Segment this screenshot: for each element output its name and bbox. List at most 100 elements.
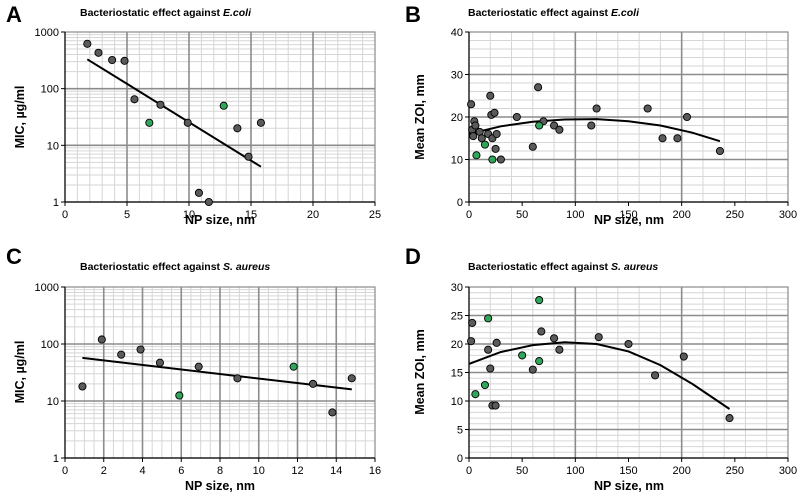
panel-c-y-axis-label: MIC, µg/ml (13, 341, 27, 404)
panel-c-green-data-point (289, 362, 298, 371)
panel-d-y-tick-label: 20 (451, 339, 463, 351)
panel-b-gray-data-point (471, 121, 480, 130)
panel-d-y-tick-label: 25 (451, 311, 463, 323)
panel-b-green-data-point (480, 140, 490, 149)
panel-a-gray-data-point (120, 56, 129, 65)
panel-c-x-axis-label: NP size, nm (185, 479, 255, 493)
panel-d-green-data-point (535, 357, 544, 366)
panel-c-gray-data-point (97, 335, 106, 344)
panel-b-x-tick-label: 200 (672, 209, 690, 221)
panel-d-label: D (405, 244, 421, 269)
panel-c-green-data-point (175, 391, 184, 400)
panel-c-x-tick-label: 12 (291, 465, 303, 477)
panel-c-x-tick-label: 6 (178, 465, 184, 477)
panel-d-y-axis-label: Mean ZOI, mm (413, 329, 427, 414)
panel-b-y-tick-label: 40 (451, 27, 463, 39)
panel-d: D Bacteriostatic effect against S. aureu… (405, 244, 797, 493)
panel-a-background (65, 32, 375, 202)
panel-c-label: C (6, 244, 22, 269)
panel-d-gray-data-point (651, 371, 660, 380)
panel-c-gray-data-point (308, 379, 318, 388)
panel-d-y-tick-label: 10 (451, 396, 463, 408)
panel-c-x-tick-label: 8 (217, 465, 223, 477)
panel-a-gray-data-point (130, 95, 139, 104)
panel-a-green-data-point (219, 101, 228, 110)
panel-a-gray-data-point (108, 55, 117, 65)
panel-b-gray-data-point (469, 132, 478, 141)
panel-a-label: A (6, 2, 22, 27)
panel-d-x-tick-label: 200 (672, 465, 690, 477)
panel-d-title: Bacteriostatic effect against S. aureus (468, 261, 658, 273)
panel-a-gray-data-point (204, 197, 213, 207)
panel-b-gray-data-point (477, 134, 486, 143)
panel-c-gray-data-point (155, 358, 164, 367)
panel-b-label: B (405, 2, 421, 27)
panel-d-y-tick-label: 0 (457, 453, 463, 465)
panel-b-x-tick-label: 100 (566, 209, 584, 221)
panel-b-green-data-point (535, 121, 544, 130)
panel-a-y-axis-label: MIC, µg/ml (13, 86, 27, 149)
panel-b-gray-data-point (673, 134, 682, 143)
panel-b-green-data-point (488, 155, 497, 164)
panel-c-gray-data-point (328, 408, 337, 417)
panel-b-gray-data-point (550, 121, 559, 130)
panel-d-gray-data-point (679, 352, 688, 361)
panel-c-fit-line (82, 356, 352, 391)
panel-b-x-axis-label: NP size, nm (594, 213, 664, 227)
panel-d-gray-data-point (594, 333, 603, 342)
panel-d-x-tick-label: 300 (779, 465, 797, 477)
panel-a-gray-data-point (156, 100, 165, 109)
panel-a-gray-data-point (94, 48, 103, 57)
panel-a-gray-data-point (233, 124, 242, 133)
panel-a-x-tick-label: 15 (245, 209, 257, 221)
panel-c-y-tick-label: 1000 (35, 282, 59, 294)
panel-c-plot-area: 0 2 4 6 8 10 12 14 16 1 10 100 1000 (35, 282, 382, 477)
panel-d-gray-data-point (555, 345, 564, 354)
panel-b-gray-data-point (496, 155, 505, 164)
panel-b-gray-data-point (486, 91, 495, 100)
panel-d-gray-data-point (486, 364, 495, 373)
panel-c-gray-data-point (136, 345, 145, 354)
panel-a-x-axis-label: NP size, nm (185, 213, 255, 227)
panel-c-y-tick-label: 1 (53, 453, 59, 465)
panel-b-gray-data-point (592, 104, 601, 113)
panel-d-gray-data-point (484, 345, 493, 354)
panel-d-gray-data-point (468, 318, 477, 327)
panel-b-gray-data-point (643, 104, 652, 113)
panel-c-x-tick-label: 10 (253, 465, 265, 477)
panel-a-gray-data-point (244, 152, 253, 161)
panel-c-y-tick-label: 10 (47, 396, 59, 408)
panel-d-x-tick-label: 150 (619, 465, 637, 477)
panel-b-y-tick-label: 20 (451, 112, 463, 124)
panel-a-gray-data-point (256, 118, 265, 127)
panel-d-green-data-point (484, 314, 493, 323)
panel-d-gray-data-point (537, 327, 546, 336)
panel-a-x-tick-label: 10 (183, 209, 195, 221)
panel-b-y-axis-label: Mean ZOI, mm (413, 74, 427, 159)
panel-a-x-tick-label: 5 (124, 209, 130, 221)
panel-b-gray-data-point (534, 83, 543, 92)
panel-b-x-tick-label: 0 (466, 209, 472, 221)
panel-c-x-tick-label: 2 (101, 465, 107, 477)
panel-d-fit-line (468, 341, 731, 410)
panel-a: A Bacteriostatic effect against E.coli 0… (6, 2, 381, 227)
panel-d-gray-data-point (528, 365, 537, 374)
panel-b-gray-data-point (658, 134, 667, 143)
panel-a-gray-data-point (83, 39, 92, 48)
panel-b-x-tick-label: 50 (516, 209, 528, 221)
panel-c-y-tick-label: 100 (41, 339, 59, 351)
panel-a-x-tick-label: 20 (307, 209, 319, 221)
panel-d-x-axis-label: NP size, nm (594, 479, 664, 493)
panel-d-gray-data-point (467, 337, 476, 346)
panel-b-gray-data-point (492, 129, 501, 139)
panel-b-title: Bacteriostatic effect against E.coli (468, 7, 640, 19)
panel-a-y-tick-label: 10 (47, 140, 59, 152)
panel-a-y-tick-label: 1000 (35, 27, 59, 39)
panel-a-y-tick-label: 100 (41, 84, 59, 96)
panel-d-gray-data-point (550, 334, 559, 343)
panel-b-gray-data-point (490, 108, 499, 117)
panel-d-gray-data-point (725, 414, 734, 423)
panel-a-y-tick-label: 1 (53, 197, 59, 209)
panel-b-x-tick-label: 250 (726, 209, 744, 221)
panel-b-plot-area: 0 50 100 150 200 250 300 0 10 20 30 40 (451, 27, 797, 221)
